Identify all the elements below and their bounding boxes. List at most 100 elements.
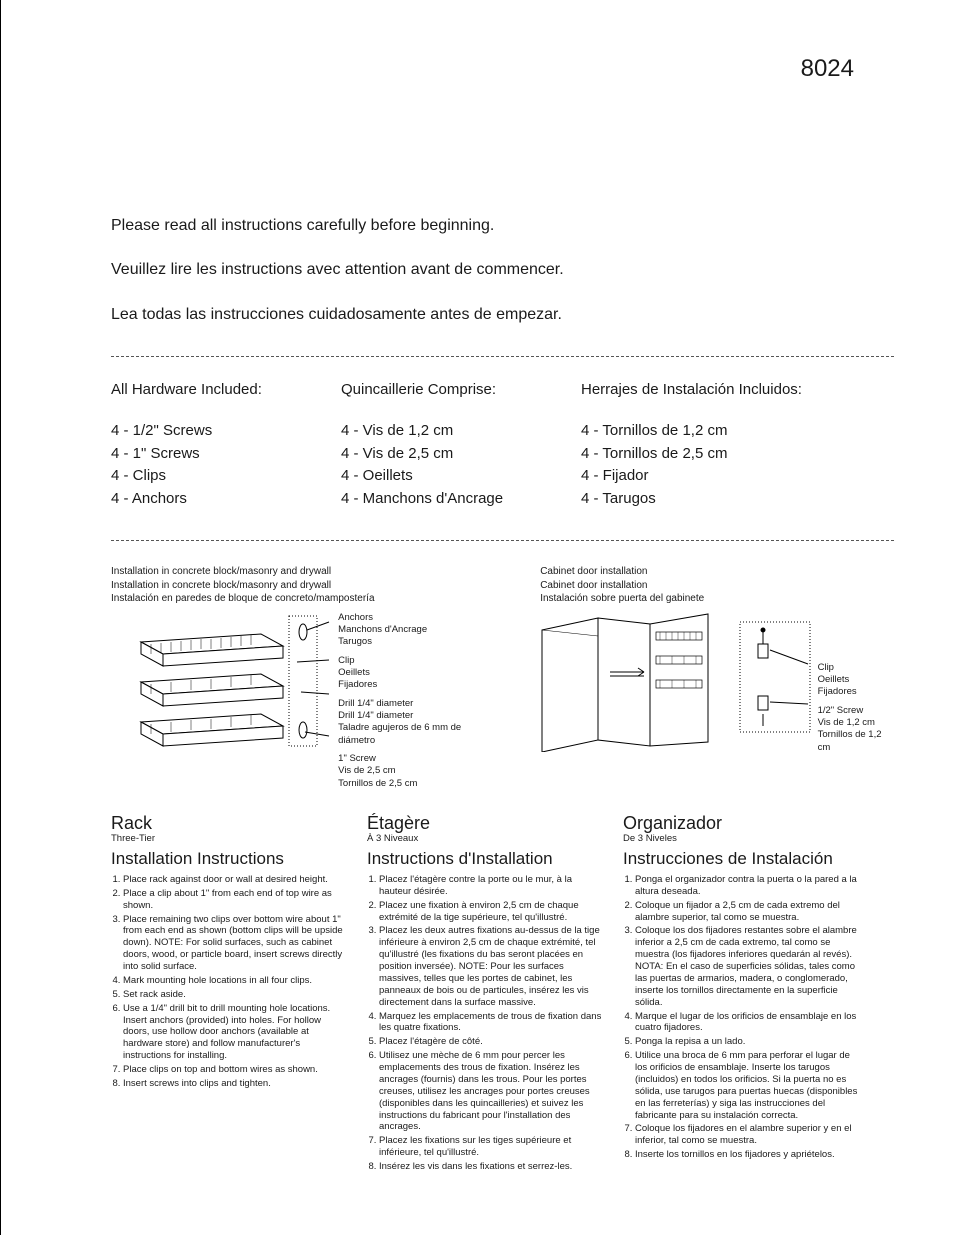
hw-item: 4 - Fijador — [581, 465, 841, 488]
intro-en: Please read all instructions carefully b… — [111, 215, 894, 237]
step: Marquez les emplacements de trous de fix… — [379, 1011, 605, 1035]
diagram-wall: Installation in concrete block/masonry a… — [111, 565, 500, 796]
step: Mark mounting hole locations in all four… — [123, 975, 349, 987]
label: Vis de 1,2 cm — [818, 717, 894, 729]
steps-en: Place rack against door or wall at desir… — [111, 874, 349, 1090]
hardware-list-es: 4 - Tornillos de 1,2 cm 4 - Tornillos de… — [581, 420, 841, 510]
label: Anchors — [338, 612, 500, 624]
product-subtitle-en: Three-Tier — [111, 833, 349, 844]
step: Place a clip about 1" from each end of t… — [123, 888, 349, 912]
step: Inserte los tornillos en los fijadores y… — [635, 1149, 861, 1161]
divider — [111, 356, 894, 357]
hw-item: 4 - 1/2" Screws — [111, 420, 331, 443]
divider — [111, 540, 894, 541]
label: Vis de 2,5 cm — [338, 765, 500, 777]
label: Clip — [818, 662, 894, 674]
product-title-fr: Étagère — [367, 814, 605, 832]
instructions-en: Rack Three-Tier Installation Instruction… — [111, 814, 357, 1175]
label: Clip — [338, 655, 500, 667]
label: 1/2" Screw — [818, 705, 894, 717]
step: Placez les deux autres fixations au-dess… — [379, 925, 605, 1008]
hw-item: 4 - Tornillos de 2,5 cm — [581, 443, 841, 466]
step: Coloque un fijador a 2,5 cm de cada extr… — [635, 900, 861, 924]
hw-item: 4 - Clips — [111, 465, 331, 488]
steps-es: Ponga el organizador contra la puerta o … — [623, 874, 861, 1161]
caption-line: Cabinet door installation — [540, 580, 647, 591]
caption-line: Instalación en paredes de bloque de conc… — [111, 593, 375, 604]
hardware-es: Herrajes de Instalación Incluidos: 4 - T… — [581, 381, 841, 510]
hardware-list-fr: 4 - Vis de 1,2 cm 4 - Vis de 2,5 cm 4 - … — [341, 420, 571, 510]
step: Utilisez une mèche de 6 mm pour percer l… — [379, 1050, 605, 1133]
product-subtitle-fr: À 3 Niveaux — [367, 833, 605, 844]
label: Taladre agujeros de 6 mm de diámetro — [338, 722, 500, 747]
instructions-row: Rack Three-Tier Installation Instruction… — [111, 814, 894, 1175]
instructions-heading-fr: Instructions d'Installation — [367, 850, 605, 868]
hw-item: 4 - Tarugos — [581, 488, 841, 511]
hw-item: 4 - 1" Screws — [111, 443, 331, 466]
hardware-title-fr: Quincaillerie Comprise: — [341, 381, 571, 398]
label: Tornillos de 2,5 cm — [338, 778, 500, 790]
diagram-wall-labels: Anchors Manchons d'Ancrage Tarugos Clip … — [338, 612, 500, 796]
step: Insert screws into clips and tighten. — [123, 1078, 349, 1090]
step: Placez l'étagère de côté. — [379, 1036, 605, 1048]
hardware-title-es: Herrajes de Instalación Incluidos: — [581, 381, 841, 398]
label: Fijadores — [818, 686, 894, 698]
step: Coloque los fijadores en el alambre supe… — [635, 1123, 861, 1147]
hardware-row: All Hardware Included: 4 - 1/2" Screws 4… — [111, 381, 894, 510]
step: Insérez les vis dans les fixations et se… — [379, 1161, 605, 1173]
intro-es: Lea todas las instrucciones cuidadosamen… — [111, 304, 894, 326]
hw-item: 4 - Anchors — [111, 488, 331, 511]
instructions-heading-es: Instrucciones de Instalación — [623, 850, 861, 868]
step: Place rack against door or wall at desir… — [123, 874, 349, 886]
step: Set rack aside. — [123, 989, 349, 1001]
instructions-heading-en: Installation Instructions — [111, 850, 349, 868]
step: Ponga el organizador contra la puerta o … — [635, 874, 861, 898]
diagram-door-caption: Cabinet door installation Cabinet door i… — [540, 565, 894, 606]
diagram-door: Cabinet door installation Cabinet door i… — [540, 565, 894, 796]
caption-line: Installation in concrete block/masonry a… — [111, 580, 331, 591]
step: Use a 1/4" drill bit to drill mounting h… — [123, 1003, 349, 1062]
diagrams-row: Installation in concrete block/masonry a… — [111, 565, 894, 796]
label: Drill 1/4" diameter — [338, 710, 500, 722]
hardware-fr: Quincaillerie Comprise: 4 - Vis de 1,2 c… — [341, 381, 571, 510]
intro-block: Please read all instructions carefully b… — [111, 215, 894, 326]
step: Marque el lugar de los orificios de ensa… — [635, 1011, 861, 1035]
label: Oeillets — [338, 667, 500, 679]
hw-item: 4 - Tornillos de 1,2 cm — [581, 420, 841, 443]
step: Utilice una broca de 6 mm para perforar … — [635, 1050, 861, 1121]
hw-item: 4 - Vis de 2,5 cm — [341, 443, 571, 466]
instructions-fr: Étagère À 3 Niveaux Instructions d'Insta… — [367, 814, 613, 1175]
caption-line: Cabinet door installation — [540, 566, 647, 577]
step: Placez une fixation à environ 2,5 cm de … — [379, 900, 605, 924]
label: Oeillets — [818, 674, 894, 686]
label: Fijadores — [338, 679, 500, 691]
product-title-es: Organizador — [623, 814, 861, 832]
hw-item: 4 - Manchons d'Ancrage — [341, 488, 571, 511]
rack-door-illustration — [540, 612, 829, 752]
label: Drill 1/4" diameter — [338, 698, 500, 710]
product-subtitle-es: De 3 Niveles — [623, 833, 861, 844]
steps-fr: Placez l'étagère contre la porte ou le m… — [367, 874, 605, 1173]
product-title-en: Rack — [111, 814, 349, 832]
step: Place remaining two clips over bottom wi… — [123, 914, 349, 973]
model-number: 8024 — [801, 55, 854, 83]
label: Tarugos — [338, 636, 500, 648]
rack-wall-illustration — [111, 612, 330, 752]
hardware-en: All Hardware Included: 4 - 1/2" Screws 4… — [111, 381, 331, 510]
step: Placez les fixations sur les tiges supér… — [379, 1135, 605, 1159]
instruction-sheet: 8024 Please read all instructions carefu… — [0, 0, 954, 1235]
diagram-door-labels: Clip Oeillets Fijadores 1/2" Screw Vis d… — [818, 662, 894, 760]
step: Ponga la repisa a un lado. — [635, 1036, 861, 1048]
label: Tornillos de 1,2 cm — [818, 729, 894, 754]
diagram-wall-caption: Installation in concrete block/masonry a… — [111, 565, 500, 606]
step: Place clips on top and bottom wires as s… — [123, 1064, 349, 1076]
caption-line: Instalación sobre puerta del gabinete — [540, 593, 704, 604]
label: 1" Screw — [338, 753, 500, 765]
hardware-title-en: All Hardware Included: — [111, 381, 331, 398]
intro-fr: Veuillez lire les instructions avec atte… — [111, 259, 894, 281]
caption-line: Installation in concrete block/masonry a… — [111, 566, 331, 577]
step: Coloque los dos fijadores restantes sobr… — [635, 925, 861, 1008]
step: Placez l'étagère contre la porte ou le m… — [379, 874, 605, 898]
hw-item: 4 - Oeillets — [341, 465, 571, 488]
instructions-es: Organizador De 3 Niveles Instrucciones d… — [623, 814, 869, 1175]
